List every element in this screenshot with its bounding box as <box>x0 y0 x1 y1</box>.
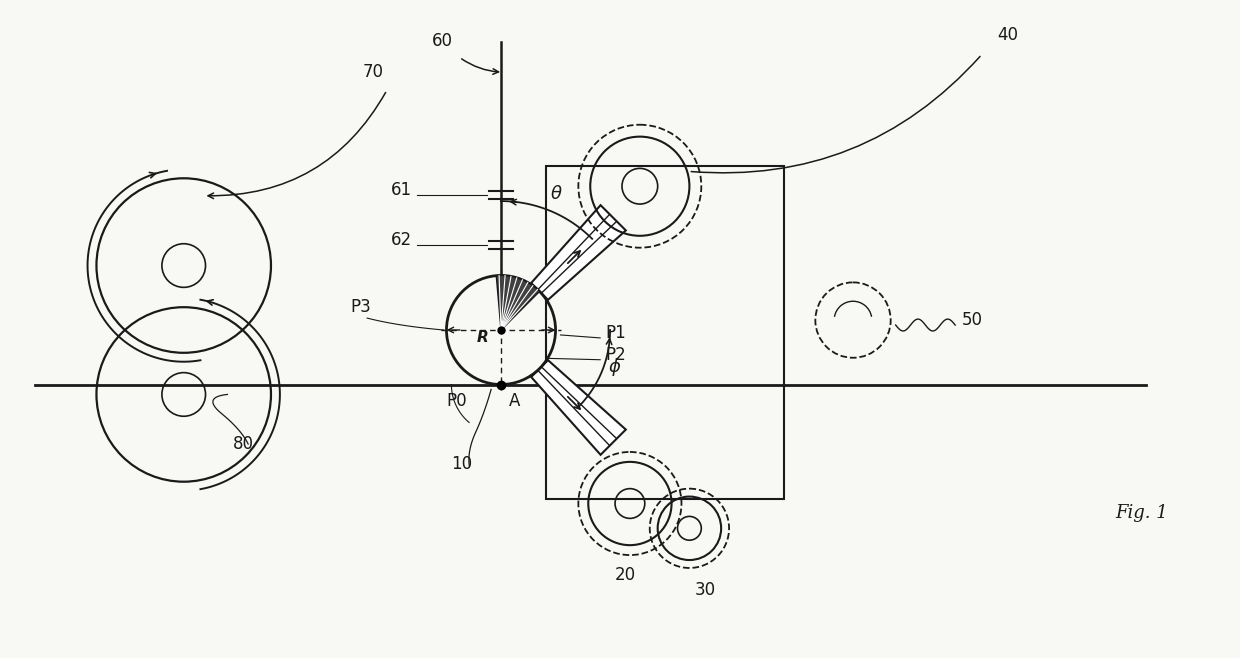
Text: 30: 30 <box>694 581 715 599</box>
Text: P1: P1 <box>605 324 626 342</box>
Text: A: A <box>508 392 521 411</box>
Text: 60: 60 <box>432 32 453 51</box>
Bar <box>546 166 784 499</box>
Text: P3: P3 <box>350 298 371 316</box>
Text: 50: 50 <box>962 311 983 329</box>
Text: $\theta$: $\theta$ <box>551 185 563 203</box>
Text: 61: 61 <box>391 181 412 199</box>
Text: 62: 62 <box>391 231 412 249</box>
Polygon shape <box>531 360 626 455</box>
Text: 40: 40 <box>997 26 1018 45</box>
Text: R: R <box>476 330 489 345</box>
Polygon shape <box>531 205 626 300</box>
Text: P0: P0 <box>446 392 467 411</box>
Polygon shape <box>496 276 539 330</box>
Text: $\phi$: $\phi$ <box>609 356 621 378</box>
Text: P2: P2 <box>605 345 626 364</box>
Text: 10: 10 <box>451 455 472 473</box>
Text: 80: 80 <box>233 435 254 453</box>
Text: Fig. 1: Fig. 1 <box>1116 505 1168 522</box>
Text: 70: 70 <box>362 63 383 81</box>
Text: 20: 20 <box>615 566 636 584</box>
